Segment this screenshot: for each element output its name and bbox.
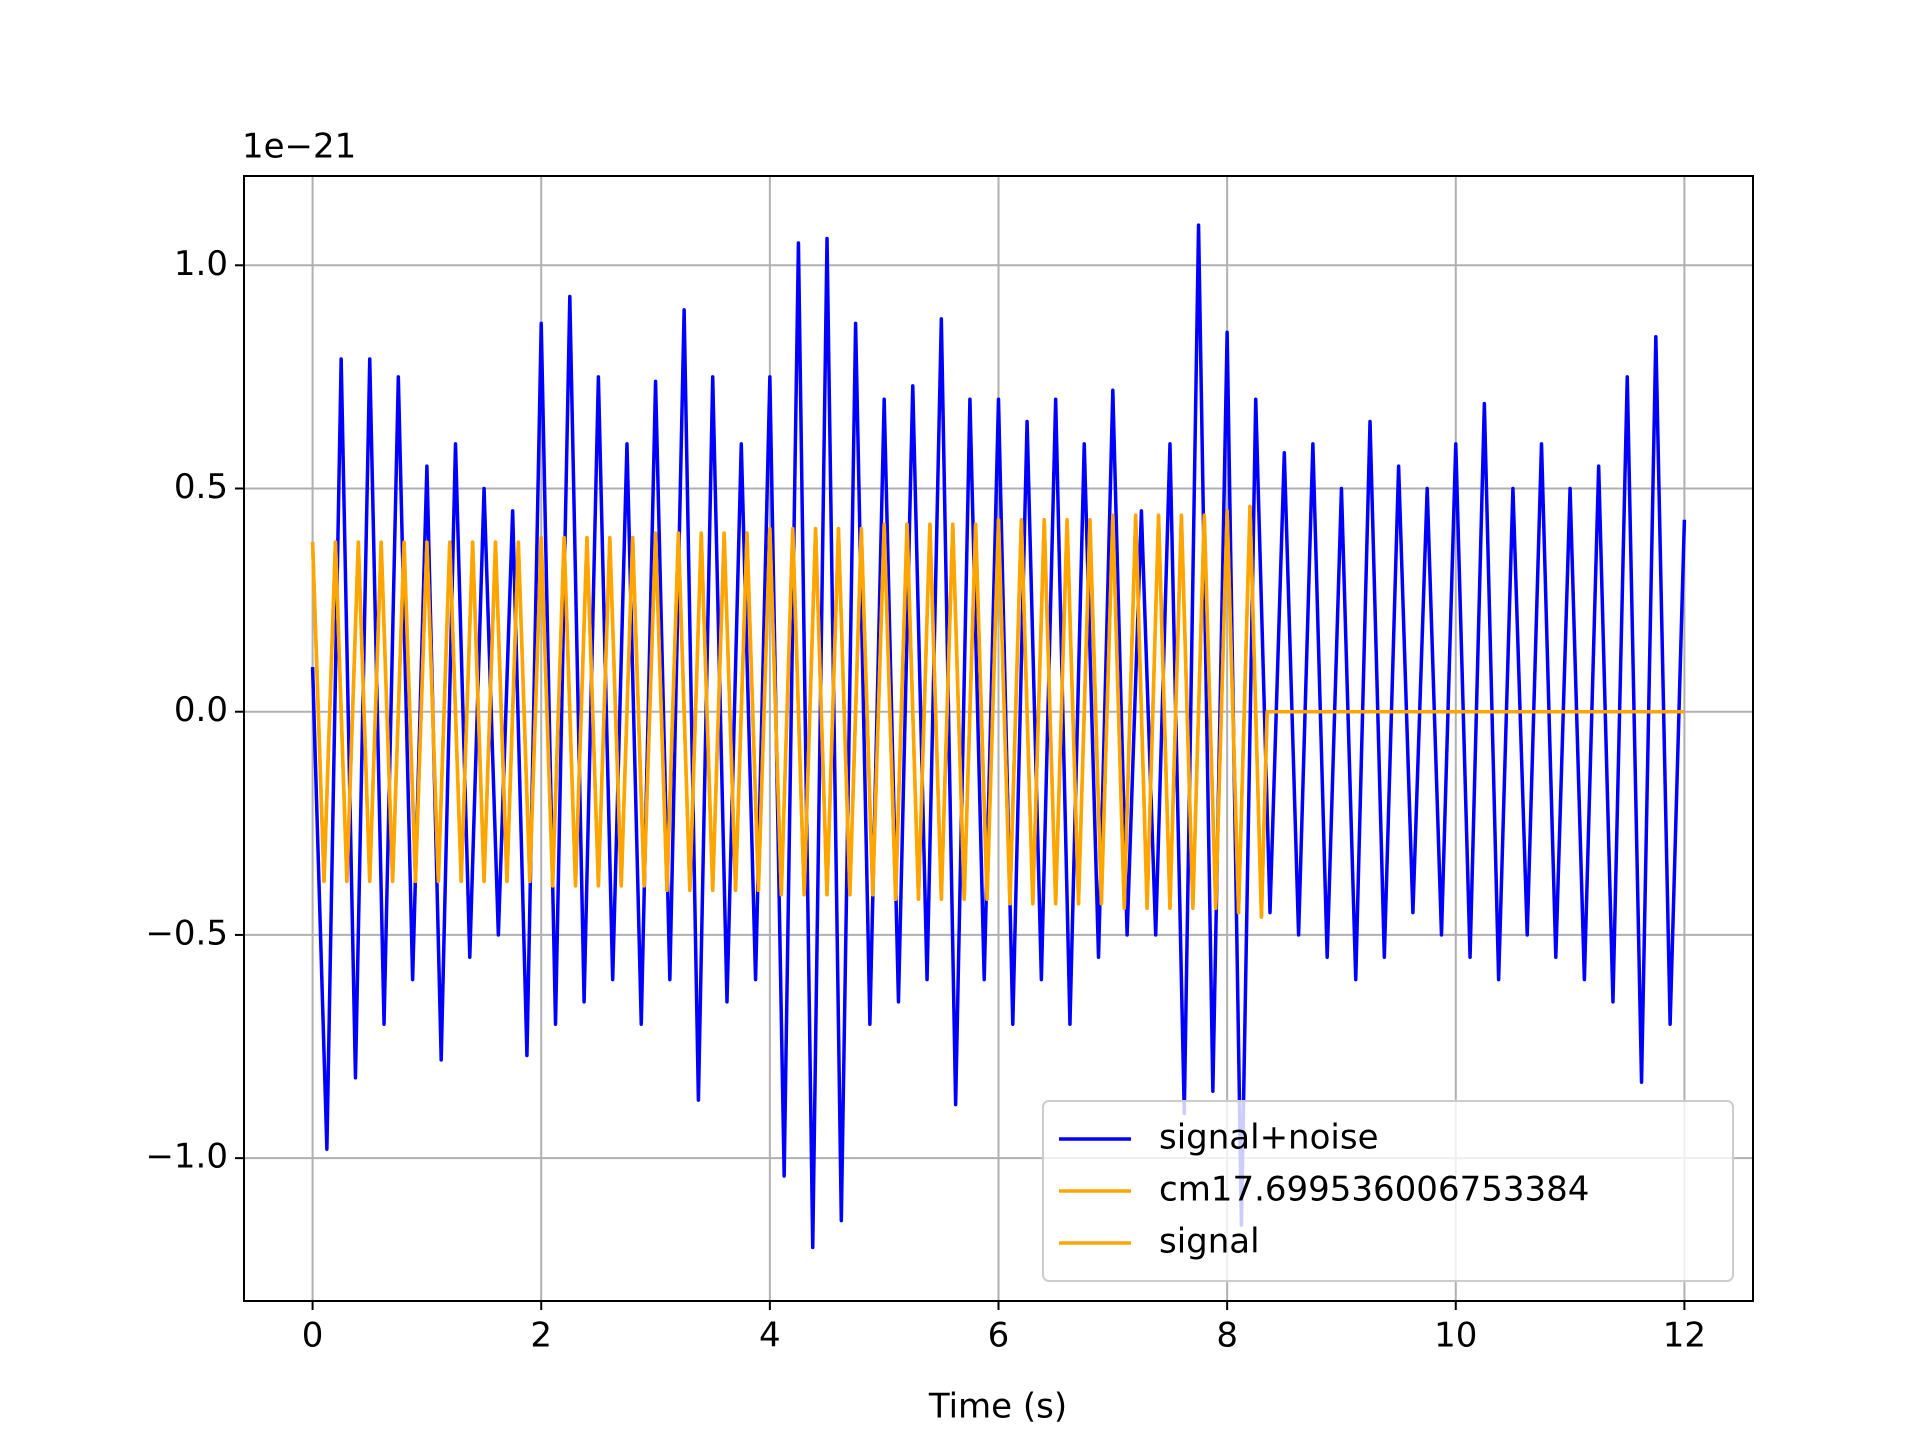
legend-label: signal+noise xyxy=(1159,1118,1379,1158)
x-tick-label: 4 xyxy=(759,1316,781,1356)
legend-box xyxy=(1042,1100,1734,1282)
y-tick-label: 1.0 xyxy=(174,244,228,284)
x-axis-label: Time (s) xyxy=(928,1387,1067,1427)
data-line xyxy=(310,223,1687,1250)
y-tick-label: 0.0 xyxy=(174,690,228,730)
x-tick-label: 6 xyxy=(988,1316,1010,1356)
legend-label: signal xyxy=(1159,1222,1260,1262)
y-tick-label: −1.0 xyxy=(145,1137,228,1177)
data-line xyxy=(310,504,1685,919)
axes-frame xyxy=(243,175,1754,1302)
x-tick-label: 8 xyxy=(1216,1316,1238,1356)
y-tick-label: 0.5 xyxy=(174,467,228,507)
legend-label: cm17.699536006753384 xyxy=(1159,1170,1589,1210)
x-tick-label: 0 xyxy=(302,1316,324,1356)
y-offset-label: 1e−21 xyxy=(242,127,356,167)
x-tick-label: 10 xyxy=(1434,1316,1477,1356)
x-tick-label: 2 xyxy=(530,1316,552,1356)
x-tick-label: 12 xyxy=(1663,1316,1706,1356)
y-tick-label: −0.5 xyxy=(145,913,228,953)
